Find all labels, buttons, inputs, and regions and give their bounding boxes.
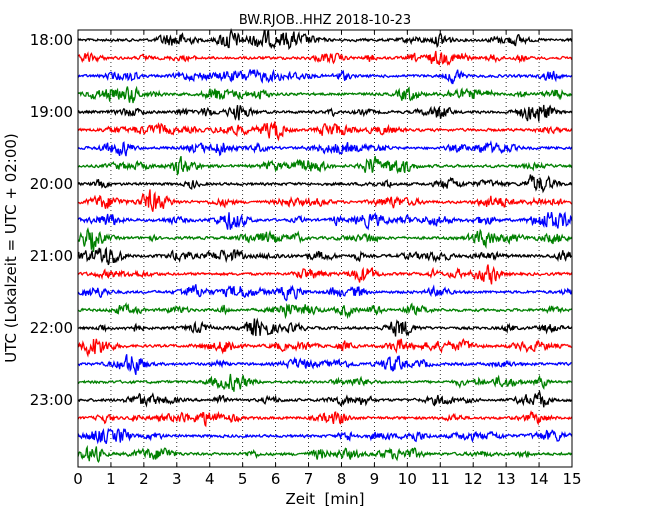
x-tick-label-5: 5 (238, 470, 248, 488)
y-axis-label: UTC (Lokalzeit = UTC + 02:00) (2, 133, 20, 363)
x-tick-label-2: 2 (139, 470, 149, 488)
trace-2045 (77, 226, 573, 252)
trace-2115 (77, 264, 573, 285)
trace-2030 (77, 211, 573, 231)
x-tick-label-8: 8 (337, 470, 347, 488)
y-tick-label-1: 19:00 (30, 103, 73, 121)
y-tick-label-5: 23:00 (30, 391, 73, 409)
plot-area (78, 30, 572, 467)
trace-1845 (77, 85, 573, 104)
x-axis: 0 1 2 3 4 5 6 7 8 9 10 11 12 13 14 15 (73, 30, 582, 488)
x-tick-label-10: 10 (398, 470, 417, 488)
trace-2200 (77, 317, 573, 337)
grid-lines (110, 30, 540, 467)
trace-2245 (77, 373, 573, 392)
x-tick-label-9: 9 (370, 470, 380, 488)
trace-1930 (77, 139, 573, 157)
trace-1915 (77, 121, 573, 142)
x-tick-label-0: 0 (73, 470, 83, 488)
y-tick-label-0: 18:00 (30, 31, 73, 49)
trace-2330 (77, 427, 573, 445)
trace-2215 (77, 338, 573, 358)
trace-2145 (77, 301, 573, 320)
trace-2345 (77, 444, 573, 464)
y-tick-label-2: 20:00 (30, 175, 73, 193)
trace-1900 (77, 104, 573, 122)
trace-2230 (77, 354, 573, 375)
trace-1830 (77, 68, 573, 85)
x-tick-label-11: 11 (431, 470, 450, 488)
x-tick-label-15: 15 (562, 470, 581, 488)
x-tick-label-14: 14 (530, 470, 549, 488)
chart-title: BW.RJOB..HHZ 2018-10-23 (239, 13, 411, 28)
y-axis: 18:00 19:00 20:00 21:00 22:00 23:00 (30, 31, 572, 409)
trace-1800 (77, 27, 573, 51)
plot-frame (77, 29, 573, 468)
x-tick-label-7: 7 (304, 470, 314, 488)
trace-1815 (77, 50, 573, 67)
trace-2130 (77, 284, 573, 302)
x-tick-label-4: 4 (205, 470, 215, 488)
y-tick-label-3: 21:00 (30, 247, 73, 265)
y-tick-label-4: 22:00 (30, 319, 73, 337)
x-tick-label-1: 1 (106, 470, 116, 488)
trace-2315 (77, 410, 573, 428)
x-tick-label-6: 6 (271, 470, 281, 488)
x-tick-label-3: 3 (172, 470, 182, 488)
trace-2100 (77, 246, 573, 266)
x-axis-label: Zeit [min] (285, 490, 364, 508)
trace-2015 (77, 189, 573, 212)
trace-1945 (77, 155, 573, 176)
trace-group (77, 27, 573, 464)
x-tick-label-13: 13 (497, 470, 516, 488)
trace-2000 (77, 174, 573, 194)
trace-2300 (77, 390, 573, 408)
x-tick-label-12: 12 (464, 470, 483, 488)
